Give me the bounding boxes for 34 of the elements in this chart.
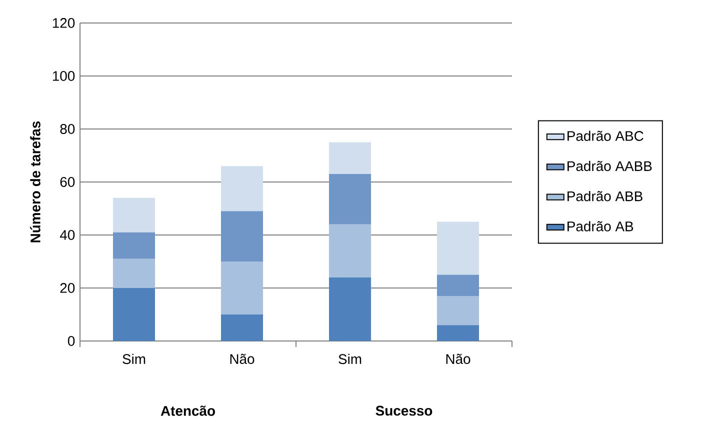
bar — [329, 224, 372, 278]
legend-label: Padrão AABB — [568, 160, 652, 172]
y-tick-label: 100 — [52, 71, 75, 81]
bar — [329, 277, 372, 341]
bar — [113, 258, 155, 288]
bar — [437, 274, 480, 296]
text: Atencão — [160, 406, 215, 416]
bar — [221, 211, 263, 262]
y-axis-title: Número de tarefas — [30, 121, 40, 242]
y-tick-label: 80 — [60, 124, 75, 134]
y-tick-label: 120 — [52, 18, 75, 28]
y-tick-label: 40 — [60, 230, 75, 240]
text: Sucesso — [376, 406, 432, 416]
legend-label: Padrão ABC — [568, 130, 644, 141]
x-tick-label: Sim — [338, 354, 362, 364]
legend-label: Padrão AB — [568, 221, 634, 232]
bar — [113, 232, 155, 259]
legend-label: Padrão ABB — [568, 190, 642, 202]
bar — [113, 198, 155, 232]
bar — [329, 174, 372, 224]
bar — [437, 325, 480, 341]
x-tick-label: Sim — [122, 354, 146, 364]
bar — [113, 288, 155, 341]
x-tick-label: Não — [446, 354, 470, 364]
bar — [221, 262, 263, 314]
y-tick-label: 20 — [60, 283, 75, 293]
y-tick-label: 0 — [68, 336, 75, 346]
bar — [221, 314, 263, 341]
x-tick-label: Não — [230, 354, 254, 364]
bar — [221, 166, 263, 212]
bar — [329, 142, 372, 174]
bar — [437, 296, 480, 326]
y-tick-label: 60 — [60, 177, 75, 187]
bar — [437, 222, 480, 275]
